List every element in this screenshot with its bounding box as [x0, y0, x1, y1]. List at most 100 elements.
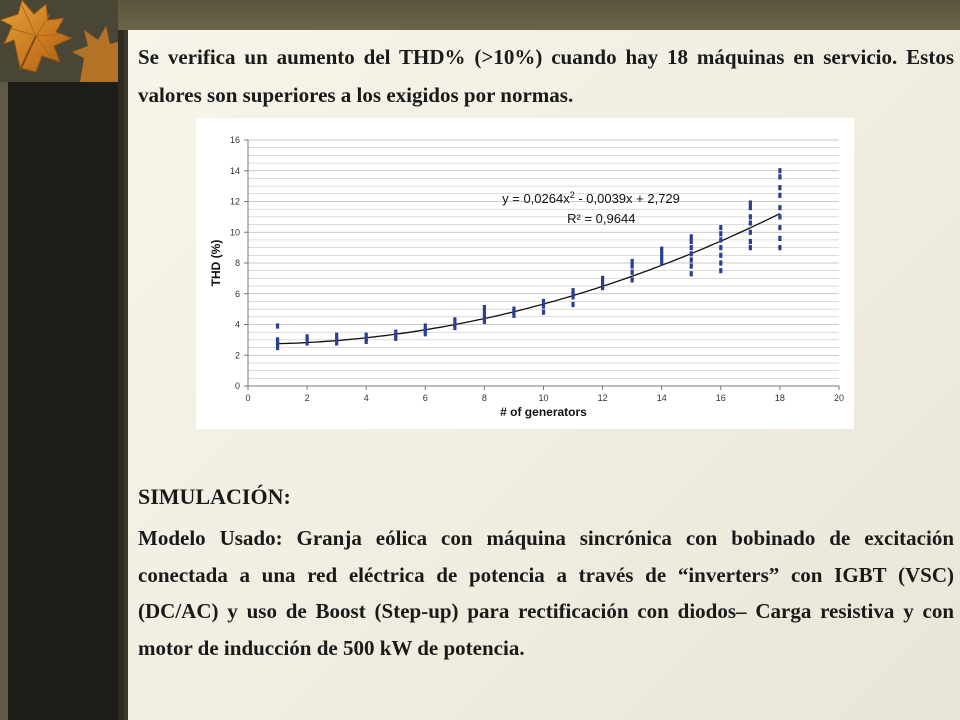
data-point [689, 234, 693, 240]
data-point [778, 174, 782, 180]
data-point [630, 263, 634, 269]
x-tick-label: 8 [482, 393, 487, 403]
data-point [394, 332, 398, 338]
left-band-edge [0, 30, 8, 720]
body-text: Modelo Usado: Granja eólica con máquina … [138, 526, 954, 660]
data-point [719, 245, 723, 251]
x-tick-label: 12 [598, 393, 608, 403]
leaf-icon [0, 0, 118, 82]
tick-labels: 0 2 4 6 8 10 12 14 16 18 20 0 2 4 6 8 10 12 14 16 [230, 135, 844, 403]
data-point [748, 214, 752, 220]
data-point [423, 328, 427, 334]
data-point [275, 341, 280, 348]
data-point [275, 323, 280, 329]
x-tick-label: 20 [834, 393, 844, 403]
data-point [512, 309, 516, 315]
data-point [394, 335, 398, 341]
data-point [778, 225, 782, 231]
data-point [689, 271, 693, 277]
data-point [571, 291, 575, 297]
y-tick-label: 6 [235, 289, 240, 299]
data-point [660, 255, 664, 261]
y-tick-label: 12 [230, 197, 240, 207]
data-point [335, 337, 339, 343]
data-point [601, 280, 605, 286]
data-point [423, 323, 427, 329]
data-point [482, 304, 486, 311]
y-tick-label: 2 [235, 350, 240, 360]
data-point [305, 334, 309, 340]
data-point [571, 288, 575, 294]
data-point [275, 344, 280, 351]
data-point [660, 246, 664, 252]
data-point [719, 231, 723, 237]
data-point [689, 257, 693, 263]
data-point [778, 205, 782, 211]
data-point [335, 340, 339, 346]
data-point [482, 318, 486, 325]
x-axis-label: # of generators [500, 405, 587, 419]
data-point [748, 229, 752, 235]
data-point [719, 252, 723, 258]
data-point [571, 294, 575, 300]
data-point [453, 317, 457, 323]
y-axis-label: THD (%) [209, 240, 223, 287]
data-point [778, 168, 782, 174]
data-point [748, 220, 752, 226]
data-point [748, 238, 752, 245]
data-point [719, 268, 723, 274]
data-point [689, 238, 693, 245]
data-point [719, 260, 723, 266]
y-tick-label: 16 [230, 135, 240, 145]
data-point [512, 306, 516, 312]
data-point [394, 329, 398, 335]
data-point [660, 260, 664, 266]
data-point [541, 303, 546, 309]
r-squared: R² = 0,9644 [567, 211, 635, 226]
x-tick-label: 10 [538, 393, 548, 403]
data-point [482, 314, 486, 320]
data-point [630, 258, 634, 265]
data-point [748, 205, 752, 211]
data-point [335, 332, 339, 338]
y-tick-label: 14 [230, 166, 240, 176]
data-point [541, 309, 546, 315]
thd-chart: 0 2 4 6 8 10 12 14 16 18 20 0 2 4 6 8 10 12 14 16 # of gene… [196, 118, 854, 429]
x-tick-label: 0 [245, 393, 250, 403]
data-point [364, 335, 368, 341]
x-tick-label: 4 [364, 393, 369, 403]
data-point [601, 285, 605, 291]
data-point [689, 245, 693, 251]
data-point [689, 263, 693, 269]
x-tick-label: 16 [716, 393, 726, 403]
data-point [275, 337, 280, 343]
y-tick-label: 0 [235, 381, 240, 391]
data-point [512, 312, 516, 318]
data-point [748, 200, 752, 206]
y-tick-label: 4 [235, 320, 240, 330]
data-points [275, 168, 782, 351]
data-point [778, 214, 782, 220]
y-tick-label: 8 [235, 258, 240, 268]
trend-equation: y = 0,0264x2 - 0,0039x + 2,729 [502, 190, 680, 206]
data-point [630, 269, 634, 275]
y-tick-label: 10 [230, 227, 240, 237]
data-point [482, 309, 486, 315]
data-point [748, 245, 752, 251]
data-point [541, 298, 546, 305]
top-band [0, 0, 960, 30]
x-tick-label: 2 [305, 393, 310, 403]
data-point [778, 192, 782, 198]
section-title: SIMULACIÓN: [138, 484, 291, 509]
left-band [0, 0, 118, 720]
x-tick-label: 18 [775, 393, 785, 403]
data-point [719, 237, 723, 243]
data-point [778, 245, 782, 251]
data-point [778, 235, 782, 241]
thd-chart-svg: 0 2 4 6 8 10 12 14 16 18 20 0 2 4 6 8 10 12 14 16 # of gene… [209, 135, 844, 419]
data-point [660, 251, 664, 257]
data-point [453, 324, 457, 331]
data-point [305, 340, 309, 346]
data-point [571, 301, 575, 308]
slide-content: Se verifica un aumento del THD% (>10%) c… [124, 30, 960, 720]
